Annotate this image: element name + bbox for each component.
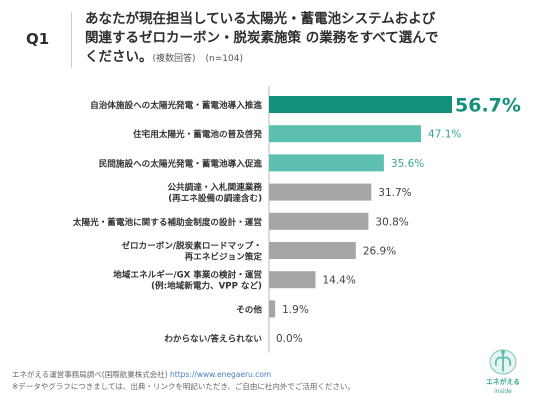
question-divider <box>71 12 72 68</box>
bar <box>269 271 316 289</box>
question-body: あなたが現在担当している太陽光・蓄電池システムおよび 関連するゼロカーボン・脱炭… <box>85 11 439 65</box>
category-label: (再エネ設備の調達含む) <box>168 192 262 204</box>
question-number: Q1 <box>26 30 50 48</box>
category-label: その他 <box>236 303 262 315</box>
footer-note: ※データやグラフにつきましては、出典・リンクを明記いただき、ご自由に社内外でご活… <box>12 382 355 391</box>
logo-subtext: inside <box>494 388 512 395</box>
value-label: 35.6% <box>391 158 424 170</box>
category-label: 太陽光・蓄電池に関する補助金制度の設計・運営 <box>73 216 262 228</box>
bar <box>269 300 276 318</box>
bar <box>269 183 372 201</box>
question-text: あなたが現在担当している太陽光・蓄電池システムおよび 関連するゼロカーボン・脱炭… <box>85 10 525 69</box>
category-label: (例:地域新電力、VPP など) <box>151 280 262 292</box>
footer: エネがえる運営事務局調べ(国際航業株式会社) https://www.enega… <box>12 369 355 393</box>
value-label: 0.0% <box>276 333 303 345</box>
value-label: 56.7% <box>455 95 521 117</box>
multi-answer-note: (複数回答) <box>152 54 196 64</box>
bar <box>269 212 369 230</box>
value-label: 1.9% <box>282 304 309 316</box>
value-label: 14.4% <box>322 275 355 287</box>
category-label: 公共調達・入札関連業務 <box>167 181 262 193</box>
category-label: 住宅用太陽光・蓄電池の普及啓発 <box>133 128 262 140</box>
category-label: わからない/答えられない <box>164 333 262 345</box>
value-label: 47.1% <box>428 129 461 141</box>
value-label: 30.8% <box>375 216 408 228</box>
bar <box>269 125 422 143</box>
footer-source: エネがえる運営事務局調べ(国際航業株式会社) <box>12 370 168 379</box>
category-label: 自治体施設への太陽光発電・蓄電池導入推進 <box>90 99 262 111</box>
bar-chart: 自治体施設への太陽光発電・蓄電池導入推進 56.7% 住宅用太陽光・蓄電池の普及啓発… <box>73 86 521 353</box>
enegaeru-logo-icon: エネがえる inside <box>486 349 520 395</box>
bar <box>269 154 384 172</box>
bar <box>269 96 452 113</box>
bar <box>269 242 356 259</box>
value-label: 31.7% <box>378 187 411 199</box>
logo-text: エネがえる <box>486 377 520 386</box>
category-label: 民間施設への太陽光発電・蓄電池導入促進 <box>99 157 263 169</box>
category-label: 地域エネルギー/GX 事業の検討・運営 <box>113 269 262 281</box>
value-label: 26.9% <box>363 246 396 258</box>
category-label: 再エネビジョン策定 <box>185 251 263 263</box>
category-label: ゼロカーボン/脱炭素ロードマップ・ <box>121 240 262 252</box>
footer-url[interactable]: https://www.enegaeru.com <box>170 370 272 379</box>
sample-size: (n=104) <box>205 54 243 64</box>
question-meta: (複数回答) (n=104) <box>153 54 253 64</box>
